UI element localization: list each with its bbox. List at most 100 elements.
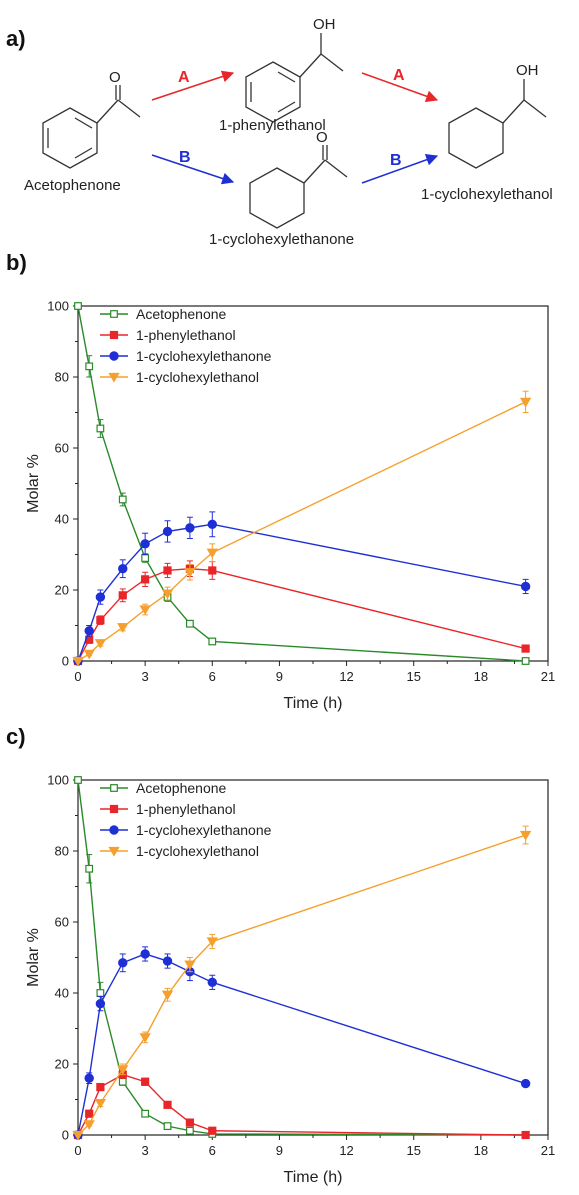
chart-c-legend-label: 1-cyclohexylethanol bbox=[136, 843, 259, 859]
chart-c-legend-label: 1-cyclohexylethanone bbox=[136, 822, 272, 838]
chart-b-data-point bbox=[141, 575, 150, 584]
chart-b-x-tick-label: 9 bbox=[276, 669, 283, 684]
chart-c-data-point bbox=[163, 1100, 172, 1109]
chart-c-data-point bbox=[85, 1109, 94, 1118]
chart-c-data-point bbox=[521, 1130, 530, 1140]
chart-c-data-point bbox=[94, 1098, 107, 1109]
cyclohexylethanol-structure bbox=[448, 79, 547, 169]
chart-b-data-point bbox=[186, 619, 194, 628]
chart-c-y-tick-label: 20 bbox=[55, 1057, 69, 1072]
chart-c-series-line bbox=[77, 834, 526, 1136]
chart-c-y-axis-label: Molar % bbox=[25, 928, 42, 987]
chart-b-series-line bbox=[77, 401, 526, 662]
chart-c-data-point bbox=[84, 1073, 94, 1083]
chart-c-data-point bbox=[140, 949, 150, 959]
chart-b-data-point bbox=[84, 626, 94, 636]
chart-b-data-point bbox=[161, 589, 174, 600]
chart-b-data-point bbox=[74, 302, 82, 310]
chart-c-legend-marker bbox=[109, 825, 119, 835]
reaction-scheme: a) O Acetophenone OH 1-phenylethanol O 1… bbox=[6, 16, 553, 248]
chart-b-data-point bbox=[118, 591, 127, 600]
chart-b-x-axis-label: Time (h) bbox=[284, 695, 343, 712]
chart-b-legend-label: 1-phenylethanol bbox=[136, 327, 236, 343]
phenylethanol-label: 1-phenylethanol bbox=[219, 117, 326, 134]
chart-b-data-point bbox=[85, 362, 94, 371]
chart-c-x-axis-label: Time (h) bbox=[284, 1169, 343, 1186]
chart-c-data-point bbox=[139, 1033, 151, 1043]
chart-c-data-point bbox=[208, 1126, 217, 1135]
chart-c-series-4 bbox=[72, 825, 532, 1141]
chart-c-y-tick-label: 60 bbox=[55, 915, 69, 930]
acetophenone-label: Acetophenone bbox=[24, 177, 121, 194]
chart-b-data-point bbox=[94, 639, 107, 649]
chart-b-y-tick-label: 100 bbox=[47, 299, 69, 314]
chart-b-data-point bbox=[96, 424, 105, 433]
chart-c-series-1 bbox=[74, 776, 530, 1139]
cyclohexylethanol-hydroxyl: OH bbox=[516, 62, 539, 79]
chart-c-data-point bbox=[96, 989, 105, 997]
phenylethanol-hydroxyl: OH bbox=[313, 16, 336, 33]
route-b-arrow-2 bbox=[361, 154, 439, 184]
chart-c-legend-marker bbox=[109, 804, 119, 814]
chart-b-legend: Acetophenone 1-phenylethanol 1-cyclohexyle… bbox=[100, 306, 272, 385]
chart-b-data-point bbox=[141, 554, 150, 562]
chart-c-data-point bbox=[83, 1120, 95, 1130]
chart-b-legend-marker bbox=[108, 372, 120, 383]
phenylethanol-structure bbox=[245, 33, 344, 123]
chart-panel-c: c) 0 3 6 9 12 15 18 21 0 20 40 60 80 100 Time (h) Molar … bbox=[6, 724, 555, 1186]
chart-b-series-2 bbox=[73, 560, 530, 666]
chart-b-data-point bbox=[162, 526, 173, 537]
route-a-arrow-1 bbox=[151, 70, 235, 101]
cyclohexylethanone-oxygen: O bbox=[316, 129, 328, 146]
chart-c-data-point bbox=[118, 1077, 127, 1086]
chart-b-data-point bbox=[96, 616, 105, 625]
chart-b-y-tick-label: 0 bbox=[62, 654, 69, 669]
chart-b-data-point bbox=[83, 649, 95, 660]
chart-b-x-tick-label: 12 bbox=[339, 669, 353, 684]
chart-b-legend-marker bbox=[110, 310, 118, 318]
route-a-label-1: A bbox=[178, 69, 190, 86]
chart-c-y-tick-label: 80 bbox=[55, 844, 69, 859]
panel-label-a: a) bbox=[6, 26, 26, 51]
chart-b-data-point bbox=[519, 397, 532, 408]
chart-b-data-point bbox=[208, 566, 217, 575]
chart-c-data-point bbox=[186, 1126, 194, 1135]
chart-b-panel-label: b) bbox=[6, 250, 27, 275]
chart-b-legend-label: Acetophenone bbox=[136, 306, 227, 322]
chart-b-data-point bbox=[184, 568, 196, 578]
route-b-arrow-1 bbox=[151, 154, 235, 185]
chart-c-legend-marker bbox=[108, 846, 120, 857]
chart-c-legend-marker bbox=[110, 784, 118, 792]
cyclohexylethanone-structure bbox=[249, 145, 348, 229]
chart-c-data-point bbox=[118, 958, 128, 968]
chart-c-legend-label: Acetophenone bbox=[136, 780, 227, 796]
chart-b-data-point bbox=[185, 523, 195, 533]
chart-c-x-tick-label: 15 bbox=[406, 1143, 420, 1158]
chart-c-x-tick-label: 3 bbox=[142, 1143, 149, 1158]
chart-c-y-tick-label: 100 bbox=[47, 773, 69, 788]
acetophenone-oxygen: O bbox=[109, 69, 121, 86]
chart-b-series-4 bbox=[72, 390, 532, 667]
chart-c-data-point bbox=[163, 1122, 172, 1131]
chart-b-y-tick-label: 80 bbox=[55, 370, 69, 385]
chart-c-x-tick-label: 0 bbox=[74, 1143, 81, 1158]
chart-c-series-line bbox=[77, 953, 526, 1136]
chart-b-legend-marker bbox=[109, 330, 119, 340]
chart-c-data-point bbox=[74, 776, 82, 784]
route-b-label-1: B bbox=[179, 149, 191, 166]
chart-b-y-tick-label: 60 bbox=[55, 441, 69, 456]
chart-b-y-axis-label: Molar % bbox=[25, 454, 42, 513]
chart-c-data-point bbox=[72, 1130, 84, 1141]
chart-c-data-point bbox=[117, 1065, 129, 1075]
chart-c-data-point bbox=[207, 977, 217, 988]
chart-b-x-tick-label: 6 bbox=[209, 669, 216, 684]
cyclohexylethanol-label: 1-cyclohexylethanol bbox=[421, 186, 553, 203]
chart-b-data-point bbox=[207, 519, 217, 530]
chart-c-legend-label: 1-phenylethanol bbox=[136, 801, 236, 817]
chart-c-y-tick-label: 40 bbox=[55, 986, 69, 1001]
chart-b-data-point bbox=[117, 623, 129, 633]
chart-b-data-point bbox=[520, 581, 531, 592]
chart-b-legend-label: 1-cyclohexylethanol bbox=[136, 369, 259, 385]
chart-b-x-tick-label: 3 bbox=[142, 669, 149, 684]
chart-c-data-point bbox=[141, 1077, 150, 1086]
